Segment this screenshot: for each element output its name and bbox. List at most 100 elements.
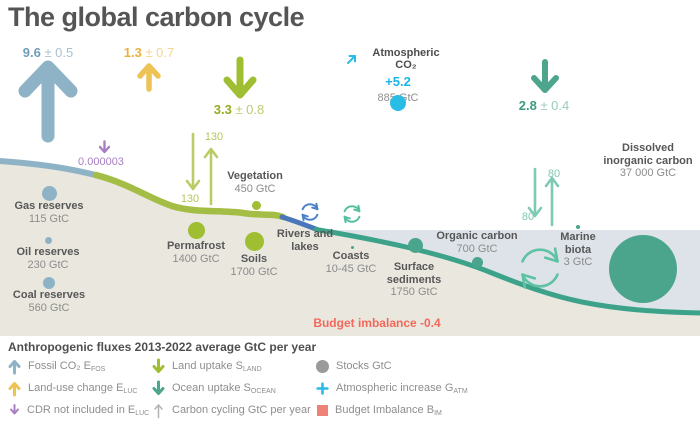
land-uptake-down-arrow-icon bbox=[152, 358, 165, 373]
stock-name: Soils bbox=[240, 253, 268, 265]
coal-reserves-label: Coal reserves 560 GtC bbox=[7, 289, 91, 314]
legend-label: Stocks GtC bbox=[336, 359, 392, 372]
marine-biota-dot bbox=[576, 225, 580, 229]
coasts-cycle-icon bbox=[343, 204, 361, 224]
land-use-up-arrow-icon bbox=[8, 381, 21, 396]
coasts-dot bbox=[350, 245, 354, 249]
oil-reserves-label: Oil reserves 230 GtC bbox=[6, 246, 90, 271]
oil-reserves-dot bbox=[44, 236, 52, 244]
surface-sediments-dot bbox=[407, 237, 423, 253]
stock-value: 230 GtC bbox=[27, 258, 69, 271]
seafloor-stroke bbox=[313, 227, 700, 316]
ocean-uptake-flux-label: 2.8 ± 0.4 bbox=[504, 98, 584, 113]
coal-reserves-dot bbox=[43, 277, 55, 289]
stock-name: Permafrost bbox=[166, 240, 226, 252]
land-cycling-down-value: 130 bbox=[180, 193, 200, 205]
rivers-cycle-icon bbox=[301, 202, 319, 222]
land-mass bbox=[0, 162, 700, 336]
legend-item-atmospheric-increase: Atmospheric increase GATM bbox=[316, 379, 468, 397]
plus-icon bbox=[316, 381, 329, 395]
stock-name: Gas reserves bbox=[14, 200, 84, 212]
ocean-carbon-cycling-arrows-icon bbox=[527, 167, 560, 227]
rivers-and-lakes-label: Rivers and lakes bbox=[275, 228, 335, 253]
atmosphere-stock-dot bbox=[390, 95, 406, 111]
fossil-flux-uncertainty: ± 0.5 bbox=[44, 45, 74, 60]
stock-name: Organic carbon bbox=[436, 230, 518, 242]
carbon-cycling-thin-up-arrow-icon bbox=[154, 403, 163, 418]
organic-carbon-label: Organic carbon 700 GtC bbox=[427, 230, 527, 255]
stock-name: Coasts bbox=[332, 250, 370, 262]
legend-item-ocean-uptake: Ocean uptake SOCEAN bbox=[152, 379, 276, 397]
stock-name: Coal reserves bbox=[12, 289, 86, 301]
stock-value: 3 GtC bbox=[563, 256, 593, 269]
stock-name: Surface sediments bbox=[386, 261, 442, 286]
land-use-flux-uncertainty: ± 0.7 bbox=[145, 45, 175, 60]
land-use-flux-value: 1.3 bbox=[123, 45, 142, 60]
permafrost-dot bbox=[187, 221, 205, 239]
ocean-interior-cycle-icon bbox=[521, 247, 559, 289]
stock-name: Dissolved inorganic carbon bbox=[603, 142, 693, 167]
increase-diagonal-arrow-icon bbox=[347, 54, 356, 64]
fossil-up-arrow-icon bbox=[8, 359, 21, 374]
vegetation-dot bbox=[251, 200, 261, 210]
ocean-area bbox=[318, 230, 700, 313]
coastline-stroke bbox=[0, 158, 106, 180]
legend-item-budget-imbalance: Budget Imbalance BIM bbox=[317, 401, 442, 419]
budget-imbalance-square-icon bbox=[317, 404, 328, 416]
land-uptake-down-arrow-icon bbox=[223, 56, 257, 99]
legend-header: Anthropogenic fluxes 2013-2022 average G… bbox=[8, 340, 317, 354]
stock-value: 1750 GtC bbox=[390, 286, 438, 299]
land-surface-stroke bbox=[92, 171, 287, 221]
fossil-flux-value: 9.6 bbox=[22, 45, 41, 60]
stock-value: 450 GtC bbox=[234, 182, 276, 195]
legend-label: Fossil CO₂ EFOS bbox=[28, 359, 106, 373]
legend-item-cdr: CDR not included in ELUC bbox=[9, 401, 149, 419]
atmospheric-increase-value: +5.2 bbox=[385, 74, 411, 89]
dissolved-inorganic-carbon-circle bbox=[609, 235, 677, 303]
legend-item-land-use: Land-use change ELUC bbox=[8, 379, 137, 397]
ocean-uptake-flux-uncertainty: ± 0.4 bbox=[540, 98, 570, 113]
land-carbon-cycling-arrows-icon bbox=[185, 132, 219, 206]
ocean-uptake-flux-value: 2.8 bbox=[518, 98, 537, 113]
gas-reserves-label: Gas reserves 115 GtC bbox=[7, 200, 91, 225]
legend-label: CDR not included in ELUC bbox=[27, 403, 150, 417]
ocean-uptake-down-arrow-icon bbox=[531, 59, 559, 93]
cdr-down-arrow-icon bbox=[98, 140, 111, 154]
land-use-flux-label: 1.3 ± 0.7 bbox=[109, 45, 189, 60]
stock-value: 1400 GtC bbox=[172, 252, 220, 265]
stock-value: 560 GtC bbox=[28, 301, 70, 314]
page-title: The global carbon cycle bbox=[8, 2, 305, 32]
ocean-uptake-down-arrow-icon bbox=[152, 380, 165, 395]
stock-value: 10-45 GtC bbox=[325, 262, 377, 275]
land-uptake-flux-value: 3.3 bbox=[213, 102, 232, 117]
ocean-cycling-up-value: 80 bbox=[547, 168, 561, 180]
vegetation-label: Vegetation 450 GtC bbox=[205, 170, 305, 195]
land-uptake-flux-label: 3.3 ± 0.8 bbox=[199, 102, 279, 117]
stock-name: Vegetation bbox=[227, 170, 283, 182]
stock-value: 37 000 GtC bbox=[619, 167, 677, 180]
legend-label: Atmospheric increase GATM bbox=[336, 381, 468, 395]
stock-value: 1700 GtC bbox=[230, 265, 278, 278]
stock-name: Oil reserves bbox=[16, 246, 80, 258]
land-uptake-flux-uncertainty: ± 0.8 bbox=[235, 102, 265, 117]
marine-biota-label: Marine biota 3 GtC bbox=[553, 231, 603, 269]
cdr-flux-label: 0.000003 bbox=[61, 156, 141, 168]
soils-label: Soils 1700 GtC bbox=[204, 253, 304, 278]
coasts-label: Coasts 10-45 GtC bbox=[311, 250, 391, 275]
atmospheric-co2-label: Atmospheric CO₂ bbox=[372, 47, 440, 71]
stocks-dot-icon bbox=[316, 359, 329, 373]
stock-value: 700 GtC bbox=[456, 242, 498, 255]
legend-label: Budget Imbalance BIM bbox=[335, 403, 442, 417]
gas-reserves-dot bbox=[41, 185, 57, 201]
dissolved-inorganic-carbon-label: Dissolved inorganic carbon 37 000 GtC bbox=[600, 142, 696, 180]
stock-name: Marine biota bbox=[560, 231, 596, 256]
stock-value: 115 GtC bbox=[28, 212, 70, 225]
fossil-flux-label: 9.6 ± 0.5 bbox=[8, 45, 88, 60]
cdr-flux-value: 0.000003 bbox=[78, 156, 124, 168]
legend-item-stocks: Stocks GtC bbox=[316, 357, 392, 375]
land-cycling-up-value: 130 bbox=[204, 131, 224, 143]
organic-carbon-dot bbox=[471, 256, 483, 268]
land-use-up-arrow-icon bbox=[137, 63, 161, 92]
